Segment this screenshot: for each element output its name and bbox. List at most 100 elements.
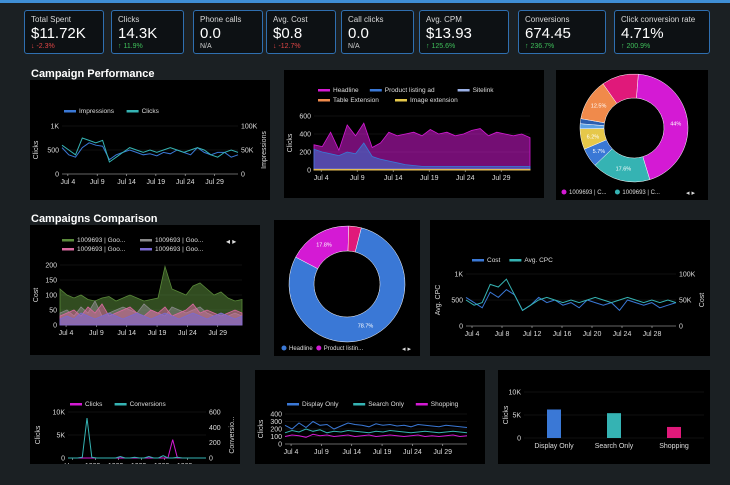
x-tick-label: 1009... [154,463,175,464]
legend-label: Impressions [79,108,115,115]
legend-label: Table Extension [333,97,379,104]
y-tick-label: 200 [299,150,311,157]
y-tick-label: 0 [459,324,463,331]
y-tick-label: 200 [45,263,57,270]
legend-swatch [318,99,330,102]
kpi-label: Conversions [525,15,570,24]
x-tick-label: Jul 28 [643,331,662,338]
legend-label: Search Only [368,401,405,408]
legend-label: Headline [333,87,359,94]
x-tick-label: Jul 24 [178,330,197,337]
x-tick-label: Jul 4 [60,179,75,186]
kpi-card[interactable]: Total Spent $11.72K ↓ -2.3% [24,10,104,54]
legend-label: 1009693 | Goo... [77,237,126,244]
x-tick-label: Jul 4 [314,175,329,182]
x-tick-label: Jul 14 [384,175,403,182]
legend-swatch [415,403,428,406]
network-bar-chart: 0 5K 10K Clicks Display Only Search Only Shopp… [503,390,704,450]
kpi-value: 674.45 [525,25,571,42]
y-tick-label: 0 [307,168,311,175]
y-tick-label: 500 [451,298,463,305]
legend-dot [614,189,620,195]
x-tick-label: Jul 24 [176,179,195,186]
network-clicks-panel: 0 100 200 300 400 Jul 4 Jul 9 Jul 14 Jul 19 Jul 2… [255,370,485,464]
x-tick-label: 1009... [85,463,106,464]
y2-tick-label: 0 [209,456,213,463]
pie-slice-label: 17.6% [616,167,632,173]
kpi-label: Total Spent [31,15,72,24]
y-tick-label: 300 [270,419,282,426]
cost-cpc-panel: 0 500 1K 0 50K 100K Jul 4 Jul 8 Jul 12 Jul 16 Jul … [430,220,710,356]
y-tick-label: 100 [270,434,282,441]
y-tick-label: 0 [278,442,282,449]
pie-slice-label: 12.5% [591,103,607,109]
x-tick-label: Jul 14 [117,330,136,337]
pie-slice-label: 44% [670,121,681,127]
y-tick-label: 5K [512,413,521,420]
series-line [68,439,206,459]
x-tick-label: Shopping [659,443,689,450]
pie-slice [347,225,362,253]
kpi-card[interactable]: Click conversion rate 4.71% ↑ 200.9% [614,10,710,54]
pie-slice [602,73,639,104]
y-tick-label: 0 [517,436,521,443]
kpi-delta: ↑ 125.6% [426,43,456,50]
y-tick-label: 400 [270,412,282,419]
x-tick-label: Jul 19 [147,179,166,186]
kpi-card[interactable]: Avg. Cost $0.8 ↓ -12.7% [266,10,336,54]
clicks-conversions-chart: 05K10K0200400600Hor...1009...1009...1009… [35,401,236,464]
y2-tick-label: 200 [209,440,221,447]
campaign-share-pie-panel: 44% 17.6% 5.7% 6.2% 12.5% 1009693 | C... 10096… [556,70,708,200]
y-tick-label: 200 [270,427,282,434]
kpi-label: Avg. Cost [273,15,308,24]
y-tick-label: 0 [61,456,65,463]
network-bar-panel: 0 5K 10K Clicks Display Only Search Only Shopp… [498,370,710,464]
pie-slice [288,227,406,343]
legend-swatch [472,259,484,262]
kpi-card[interactable]: Avg. CPM $13.93 ↑ 125.6% [419,10,509,54]
x-tick-label: Jul 24 [403,449,422,456]
y-axis-title: Clicks [258,419,265,438]
y-axis-title: Clicks [33,140,40,159]
bar [547,409,561,438]
y-axis-title: Clicks [503,405,510,424]
y-tick-label: 1K [50,124,59,131]
series-area [59,312,243,326]
legend-label: Clicks [142,108,160,115]
legend-swatch [353,403,366,406]
y2-tick-label: 400 [209,425,221,432]
kpi-card[interactable]: Call clicks 0.0 N/A [341,10,414,54]
y-tick-label: 400 [299,132,311,139]
legend-swatch [140,248,152,251]
y-tick-label: 500 [47,148,59,155]
kpi-value: $13.93 [426,25,472,42]
y-axis-title: Clicks [35,425,42,444]
bar [607,413,621,438]
y-tick-label: 1K [454,272,463,279]
x-tick-label: Jul 24 [456,175,475,182]
cost-cpc-chart: 0 500 1K 0 50K 100K Jul 4 Jul 8 Jul 12 Jul 16 Jul … [435,257,706,338]
x-tick-label: Jul 29 [433,449,452,456]
legend-label: 1009693 | C... [569,190,607,196]
legend-label: Display Only [302,401,339,408]
series-line [284,428,468,434]
kpi-delta: N/A [348,43,360,50]
kpi-label: Clicks [118,15,140,24]
series-line [61,137,239,163]
kpi-card[interactable]: Phone calls 0.0 N/A [193,10,263,54]
series-line [284,420,468,430]
kpi-card[interactable]: Clicks 14.3K ↑ 11.9% [111,10,184,54]
legend-label: Headline [289,346,313,352]
kpi-card[interactable]: Conversions 674.45 ↑ 236.7% [518,10,606,54]
kpi-delta: ↑ 11.9% [118,43,143,50]
x-tick-label: 1009... [108,463,129,464]
x-tick-label: 1009... [177,463,198,464]
y-tick-label: 10K [509,390,522,397]
x-tick-label: Jul 19 [148,330,167,337]
x-tick-label: Jul 14 [117,179,136,186]
x-tick-label: Jul 19 [373,449,392,456]
legend-swatch [70,403,82,406]
y2-axis-title: Cost [699,293,706,307]
x-tick-label: Jul 12 [523,331,542,338]
